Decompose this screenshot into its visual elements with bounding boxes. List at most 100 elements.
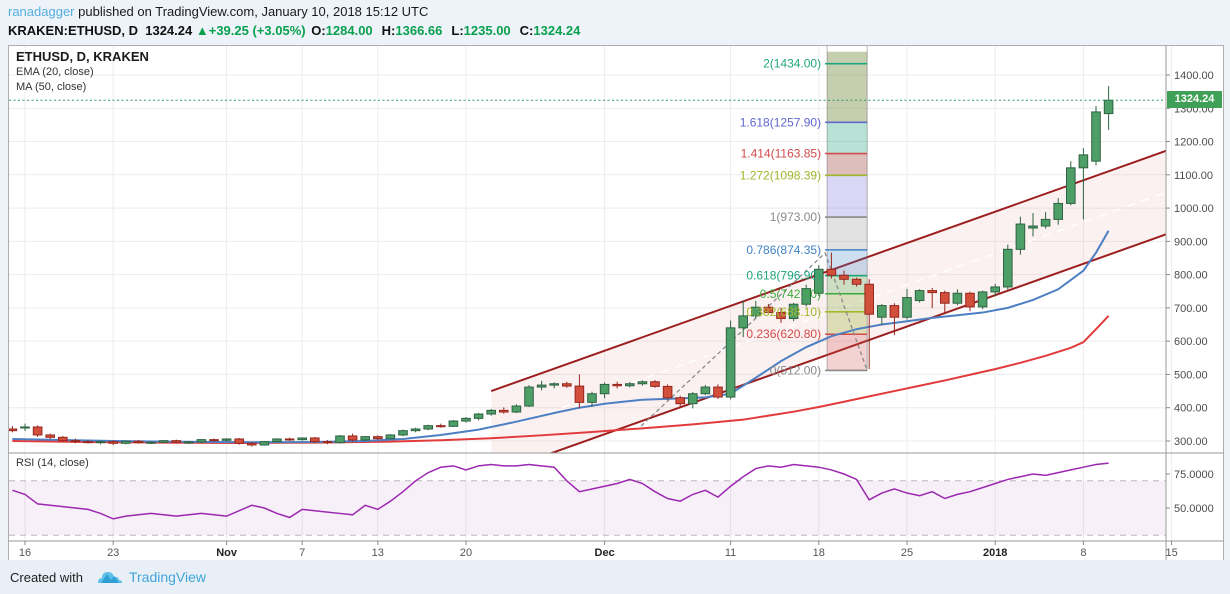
candle-body[interactable] [32, 426, 43, 436]
candle-body[interactable] [133, 440, 144, 444]
time-tick-label[interactable]: 20 [460, 547, 472, 559]
candle-body[interactable] [851, 278, 862, 285]
candle-body[interactable] [725, 327, 736, 398]
candle-body[interactable] [599, 383, 610, 395]
candle-body[interactable] [486, 409, 496, 415]
candle-body[interactable] [776, 312, 786, 320]
time-tick-label[interactable]: 18 [813, 547, 825, 559]
candle-body[interactable] [108, 441, 119, 444]
candle-body[interactable] [1028, 225, 1038, 229]
rsi-legend[interactable]: RSI (14, close) [16, 457, 89, 469]
candle-body[interactable] [587, 393, 597, 403]
candle-body[interactable] [713, 386, 723, 398]
candle-body[interactable] [184, 441, 194, 444]
candles[interactable] [7, 86, 1114, 447]
candle-body[interactable] [977, 291, 988, 308]
candle-body[interactable] [675, 397, 686, 405]
price-tick-label[interactable]: 300.00 [1174, 436, 1208, 448]
candle-body[interactable] [373, 436, 383, 440]
candle-body[interactable] [662, 385, 673, 399]
candle-body[interactable] [839, 274, 849, 280]
price-tick-label[interactable]: 600.00 [1174, 336, 1208, 348]
candle-body[interactable] [423, 425, 433, 430]
time-tick-label[interactable]: 15 [1165, 547, 1177, 559]
candle-body[interactable] [310, 437, 320, 443]
candle-body[interactable] [1003, 248, 1013, 288]
candle-body[interactable] [259, 441, 270, 446]
candle-body[interactable] [83, 441, 93, 444]
candle-body[interactable] [58, 436, 68, 442]
candle-body[interactable] [990, 286, 1001, 293]
candle-body[interactable] [398, 430, 408, 436]
candle-body[interactable] [70, 440, 81, 443]
candle-body[interactable] [625, 383, 635, 387]
candle-body[interactable] [511, 405, 522, 413]
candle-body[interactable] [637, 381, 648, 385]
candle-body[interactable] [95, 441, 106, 444]
rsi-line[interactable] [12, 462, 1109, 520]
candle-body[interactable] [436, 425, 446, 428]
candle-body[interactable] [788, 303, 799, 320]
candle-body[interactable] [965, 292, 975, 308]
price-tick-label[interactable]: 700.00 [1174, 303, 1208, 315]
price-tick-label[interactable]: 900.00 [1174, 236, 1208, 248]
candle-body[interactable] [1053, 202, 1064, 220]
price-chart-canvas[interactable]: 2(1434.00) 1.618(1257.90) 1.414(1163.85) 1.… [7, 46, 1223, 561]
price-tick-label[interactable]: 400.00 [1174, 403, 1208, 415]
tradingview-logo-icon[interactable] [97, 569, 123, 586]
candle-body[interactable] [763, 306, 774, 314]
candle-body[interactable] [297, 437, 307, 441]
candle-body[interactable] [574, 385, 585, 403]
time-tick-label[interactable]: 7 [299, 547, 305, 559]
candle-body[interactable] [448, 420, 459, 427]
candle-body[interactable] [20, 426, 30, 429]
candle-body[interactable] [1103, 99, 1114, 115]
rsi-tick-label[interactable]: 50.0000 [1174, 503, 1214, 515]
price-tick-label[interactable]: 1400.00 [1174, 70, 1214, 82]
candle-body[interactable] [1066, 167, 1076, 204]
price-tick-label[interactable]: 1000.00 [1174, 203, 1214, 215]
candle-body[interactable] [7, 428, 18, 432]
candle-body[interactable] [284, 438, 295, 441]
candle-body[interactable] [814, 268, 824, 294]
candle-body[interactable] [247, 442, 257, 446]
price-tick-label[interactable]: 500.00 [1174, 369, 1208, 381]
candle-body[interactable] [360, 436, 370, 441]
candle-body[interactable] [1015, 223, 1026, 250]
candle-body[interactable] [45, 434, 56, 438]
candle-body[interactable] [171, 440, 181, 443]
fib-source-zigzag[interactable] [640, 251, 868, 427]
candle-body[interactable] [1040, 218, 1051, 227]
candle-body[interactable] [209, 439, 219, 442]
candle-body[interactable] [1091, 111, 1101, 162]
candle-body[interactable] [385, 434, 396, 440]
candle-body[interactable] [196, 439, 207, 443]
rsi-tick-label[interactable]: 75.0000 [1174, 469, 1214, 481]
candle-body[interactable] [158, 440, 169, 443]
candle-body[interactable] [347, 435, 358, 441]
candle-body[interactable] [322, 441, 333, 444]
candle-body[interactable] [914, 290, 925, 302]
candle-body[interactable] [877, 305, 887, 318]
candle-body[interactable] [927, 290, 938, 294]
time-tick-label[interactable]: Nov [216, 547, 238, 559]
candle-body[interactable] [940, 292, 950, 304]
candle-body[interactable] [335, 435, 345, 444]
fib-extension[interactable] [825, 46, 868, 372]
candle-body[interactable] [499, 409, 509, 413]
candle-body[interactable] [1078, 154, 1089, 169]
candle-body[interactable] [650, 381, 660, 387]
candle-body[interactable] [121, 440, 131, 444]
channel-lower-line[interactable] [491, 232, 1171, 474]
candle-body[interactable] [902, 297, 912, 318]
candle-body[interactable] [234, 438, 244, 444]
candle-body[interactable] [536, 384, 547, 388]
author-link[interactable]: ranadagger [8, 4, 75, 19]
candle-body[interactable] [461, 417, 471, 422]
time-tick-label[interactable]: Dec [595, 547, 615, 559]
tradingview-link[interactable]: TradingView [128, 569, 207, 585]
time-tick-label[interactable]: 23 [107, 547, 119, 559]
price-tick-label[interactable]: 1200.00 [1174, 137, 1214, 149]
time-tick-label[interactable]: 13 [372, 547, 384, 559]
candle-body[interactable] [801, 288, 812, 305]
